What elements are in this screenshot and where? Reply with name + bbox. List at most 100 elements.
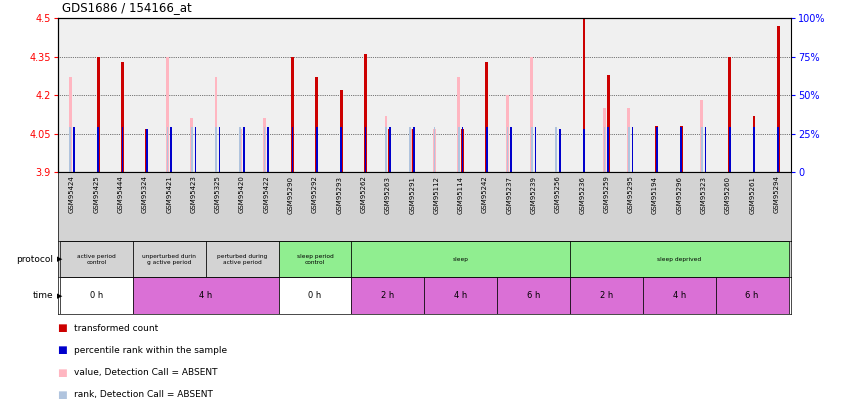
- Bar: [535, 127, 536, 172]
- Bar: [215, 77, 217, 172]
- Text: GDS1686 / 154166_at: GDS1686 / 154166_at: [62, 1, 191, 14]
- Bar: [351, 277, 424, 314]
- Bar: [461, 128, 464, 172]
- Bar: [170, 127, 172, 172]
- Bar: [239, 127, 241, 172]
- Bar: [777, 127, 779, 172]
- Bar: [388, 128, 391, 172]
- Bar: [506, 95, 509, 172]
- Bar: [263, 118, 266, 172]
- Text: GSM95262: GSM95262: [360, 176, 366, 213]
- Bar: [656, 127, 657, 172]
- Bar: [409, 127, 411, 172]
- Text: GSM95292: GSM95292: [312, 176, 318, 213]
- Bar: [96, 57, 100, 172]
- Text: ▶: ▶: [57, 293, 62, 298]
- Text: GSM95194: GSM95194: [652, 176, 658, 213]
- Text: 4 h: 4 h: [454, 291, 467, 300]
- Text: protocol: protocol: [16, 255, 53, 264]
- Text: 0 h: 0 h: [90, 291, 103, 300]
- Bar: [195, 127, 196, 172]
- Bar: [555, 128, 558, 172]
- Bar: [190, 118, 193, 172]
- Text: 2 h: 2 h: [600, 291, 613, 300]
- Text: GSM95421: GSM95421: [167, 176, 173, 213]
- Text: GSM95261: GSM95261: [750, 176, 755, 213]
- Text: GSM95293: GSM95293: [336, 176, 343, 213]
- Bar: [603, 108, 606, 172]
- Bar: [69, 127, 71, 172]
- Bar: [413, 128, 415, 172]
- Text: 2 h: 2 h: [382, 291, 394, 300]
- Bar: [583, 128, 585, 172]
- Bar: [267, 127, 269, 172]
- Bar: [604, 127, 606, 172]
- Bar: [607, 75, 610, 172]
- Bar: [215, 127, 217, 172]
- Bar: [206, 241, 278, 277]
- Text: GSM95420: GSM95420: [239, 176, 245, 213]
- Bar: [385, 127, 387, 172]
- Text: GSM95290: GSM95290: [288, 176, 294, 213]
- Text: GSM95291: GSM95291: [409, 176, 415, 213]
- Bar: [219, 127, 221, 172]
- Text: GSM95237: GSM95237: [506, 176, 513, 213]
- Text: sleep period
control: sleep period control: [297, 254, 333, 264]
- Bar: [462, 127, 464, 172]
- Text: GSM95114: GSM95114: [458, 176, 464, 213]
- Bar: [340, 127, 342, 172]
- Bar: [583, 18, 585, 172]
- Text: ■: ■: [58, 323, 68, 333]
- Bar: [133, 241, 206, 277]
- Text: GSM95444: GSM95444: [118, 176, 124, 213]
- Text: ■: ■: [58, 368, 68, 377]
- Text: transformed count: transformed count: [74, 324, 159, 333]
- Text: ■: ■: [58, 345, 68, 355]
- Text: 4 h: 4 h: [199, 291, 212, 300]
- Bar: [632, 127, 634, 172]
- Bar: [680, 127, 682, 172]
- Text: rank, Detection Call = ABSENT: rank, Detection Call = ABSENT: [74, 390, 213, 399]
- Text: GSM95242: GSM95242: [482, 176, 488, 213]
- Bar: [700, 100, 703, 172]
- Bar: [121, 62, 124, 172]
- Text: perturbed during
active period: perturbed during active period: [217, 254, 267, 264]
- Bar: [531, 127, 533, 172]
- Bar: [607, 127, 609, 172]
- Text: ▶: ▶: [57, 256, 62, 262]
- Bar: [424, 277, 497, 314]
- Bar: [69, 77, 72, 172]
- Bar: [278, 241, 351, 277]
- Bar: [122, 127, 124, 172]
- Bar: [239, 128, 242, 172]
- Text: sleep: sleep: [453, 257, 469, 262]
- Bar: [166, 57, 169, 172]
- Bar: [364, 54, 367, 172]
- Bar: [628, 108, 630, 172]
- Bar: [409, 128, 412, 172]
- Bar: [679, 126, 683, 172]
- Bar: [389, 127, 391, 172]
- Bar: [486, 127, 487, 172]
- Text: active period
control: active period control: [77, 254, 116, 264]
- Text: 6 h: 6 h: [745, 291, 759, 300]
- Text: ■: ■: [58, 390, 68, 400]
- Bar: [351, 241, 570, 277]
- Text: GSM95295: GSM95295: [628, 176, 634, 213]
- Bar: [316, 127, 317, 172]
- Bar: [133, 277, 278, 314]
- Bar: [716, 277, 788, 314]
- Bar: [753, 127, 755, 172]
- Text: 4 h: 4 h: [673, 291, 686, 300]
- Bar: [291, 57, 294, 172]
- Bar: [191, 127, 193, 172]
- Bar: [97, 127, 99, 172]
- Text: GSM95236: GSM95236: [580, 176, 585, 213]
- Bar: [73, 127, 74, 172]
- Bar: [243, 127, 244, 172]
- Bar: [413, 127, 415, 172]
- Bar: [559, 128, 561, 172]
- Text: value, Detection Call = ABSENT: value, Detection Call = ABSENT: [74, 368, 218, 377]
- Text: GSM95424: GSM95424: [69, 176, 75, 213]
- Bar: [264, 127, 266, 172]
